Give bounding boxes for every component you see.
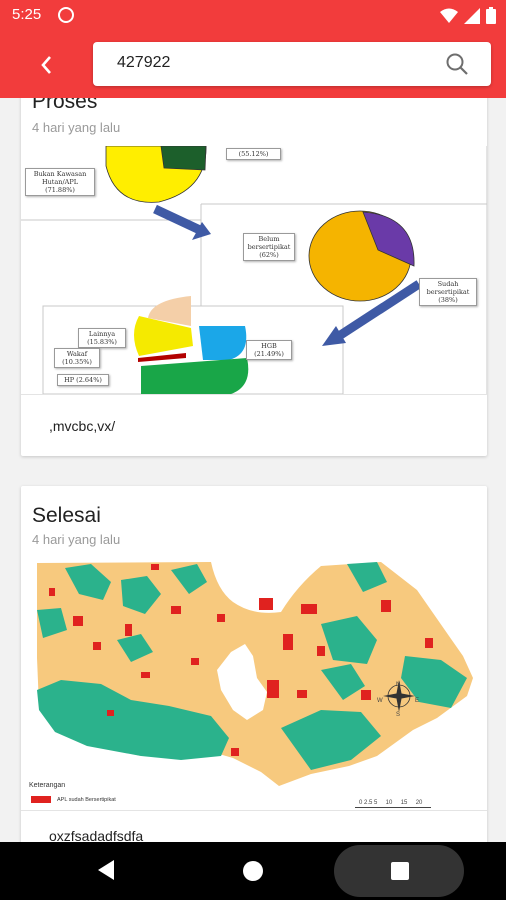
back-button[interactable] (28, 48, 64, 80)
back-triangle-icon[interactable] (96, 859, 116, 881)
map-legend-title: Keterangan (29, 782, 66, 789)
figure-label: (55.12%) (226, 148, 281, 160)
system-nav-bar (0, 842, 506, 900)
status-icons (440, 7, 496, 24)
figure-label: Belum bersertipikat (62%) (243, 233, 295, 261)
data-saver-icon (58, 7, 74, 23)
signal-icon (464, 7, 480, 24)
home-circle-icon[interactable] (243, 861, 263, 881)
post-caption: oxzfsadadfsdfa (49, 828, 144, 842)
recents-button[interactable] (334, 845, 464, 897)
figure-label: Lainnya (15.83%) (78, 328, 126, 348)
post-title: Proses (32, 98, 98, 113)
search-input[interactable]: 427922 (93, 42, 491, 86)
compass-w: W (377, 698, 383, 704)
divider (21, 810, 487, 811)
map-scale: 0 2.5 5 10 15 20 (359, 800, 423, 806)
top-app-bar: 427922 (0, 30, 506, 98)
post-card[interactable]: Proses 4 hari yang lalu (55.12%) Buk (21, 98, 487, 456)
figure-label: Sudah bersertipikat (38%) (419, 278, 477, 306)
battery-icon (486, 7, 496, 24)
map-legend-item: APL sudah Bersertipikat (57, 797, 116, 803)
wifi-icon (440, 8, 458, 23)
chevron-left-icon (41, 56, 51, 74)
search-input-value: 427922 (117, 54, 171, 71)
post-time: 4 hari yang lalu (32, 532, 121, 547)
post-image (31, 562, 473, 808)
post-caption: ,mvcbc,vx/ (49, 418, 116, 434)
post-card[interactable]: Selesai 4 hari yang lalu (21, 486, 487, 842)
recents-square-icon (391, 862, 409, 880)
figure-label: Wakaf (10.35%) (54, 348, 100, 368)
figure-label: Bukan Kawasan Hutan/APL (71.88%) (25, 168, 95, 196)
divider (21, 394, 487, 395)
figure-label: HP (2.64%) (57, 374, 109, 386)
post-title: Selesai (32, 504, 101, 527)
post-time: 4 hari yang lalu (32, 120, 121, 135)
status-time: 5:25 (12, 6, 42, 23)
compass-e: E (415, 698, 420, 704)
search-icon[interactable] (445, 52, 469, 76)
figure-label: HGB (21.49%) (246, 340, 292, 360)
compass-s: S (396, 712, 401, 718)
post-feed[interactable]: Proses 4 hari yang lalu (55.12%) Buk (0, 98, 506, 842)
compass-n: N (396, 682, 401, 688)
status-bar: 5:25 (0, 0, 506, 30)
